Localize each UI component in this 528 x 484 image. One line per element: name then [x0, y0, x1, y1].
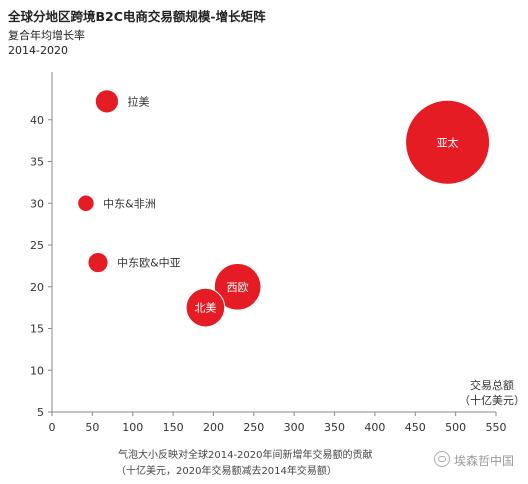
y-axis-label-period: 2014-2020	[8, 44, 68, 57]
x-tick-label: 250	[243, 421, 264, 434]
x-tick-label: 150	[163, 421, 184, 434]
bubble-label: 拉美	[128, 94, 150, 108]
bubble	[213, 262, 262, 311]
x-tick-label: 350	[324, 421, 345, 434]
y-tick-label: 5	[37, 406, 44, 419]
bubble-label: 西欧	[227, 281, 249, 294]
y-tick-label: 20	[30, 281, 44, 294]
bubble	[87, 251, 109, 274]
x-tick-label: 300	[284, 421, 305, 434]
bubble-label: 中东&非洲	[103, 197, 156, 210]
bubble-label: 中东欧&中亚	[117, 257, 181, 270]
y-tick-label: 35	[30, 156, 44, 169]
watermark: 埃森哲中国	[433, 451, 514, 469]
x-tick-label: 550	[486, 421, 507, 434]
y-tick-label: 25	[30, 239, 44, 252]
y-axis-label: 复合年均增长率	[8, 29, 85, 42]
watermark-text: 埃森哲中国	[453, 454, 514, 468]
footnote-line-2: （十亿美元，2020年交易额减去2014年交易额）	[116, 466, 337, 477]
y-tick-label: 10	[30, 364, 44, 377]
bubble-label: 北美	[194, 302, 216, 315]
x-tick-label: 450	[405, 421, 426, 434]
x-tick-label: 0	[49, 421, 56, 434]
x-tick-label: 400	[364, 421, 385, 434]
x-tick-label: 100	[122, 421, 143, 434]
x-tick-label: 200	[203, 421, 224, 434]
bubble	[77, 194, 95, 212]
x-tick-label: 500	[445, 421, 466, 434]
bubble-label: 亚太	[437, 136, 459, 149]
x-tick-label: 50	[85, 421, 99, 434]
bubble	[185, 287, 226, 328]
footnote-line-1: 气泡大小反映对全球2014-2020年间新增年交易额的贡献	[118, 450, 373, 461]
bubble	[94, 89, 120, 114]
chart-title: 全球分地区跨境B2C电商交易额规模-增长矩阵	[8, 9, 266, 24]
y-tick-label: 40	[30, 114, 44, 127]
wechat-icon	[433, 451, 450, 467]
x-axis-label: 交易总额	[470, 378, 514, 392]
y-tick-label: 30	[30, 197, 44, 210]
y-tick-label: 15	[30, 323, 44, 336]
bubble	[405, 99, 491, 185]
x-axis-unit: （十亿美元）	[459, 393, 525, 407]
